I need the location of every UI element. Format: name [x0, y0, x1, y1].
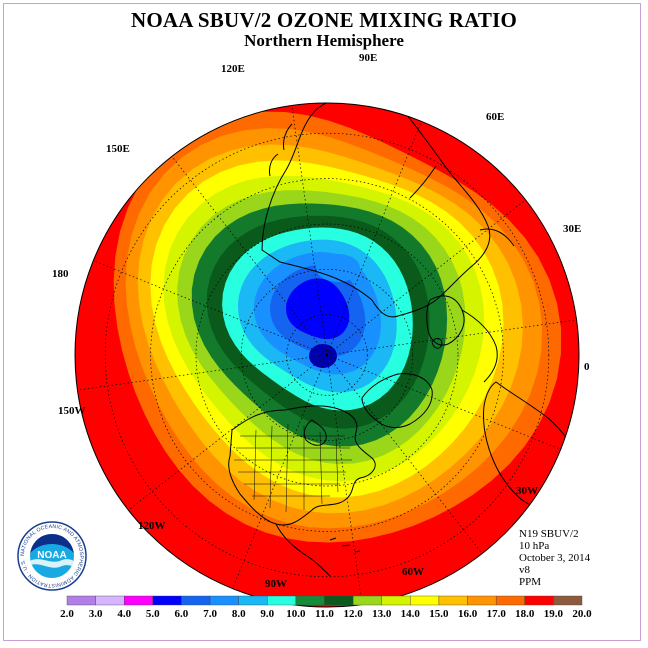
- colorbar-tick-label: 12.0: [343, 608, 363, 620]
- vortex-core: [309, 344, 337, 368]
- lon-label-180: 180: [52, 268, 69, 280]
- colorbar-cell: [181, 595, 211, 606]
- map-subtitle: Northern Hemisphere: [244, 31, 404, 50]
- map-title: NOAA SBUV/2 OZONE MIXING RATIO: [131, 8, 517, 32]
- latitude-circle: [240, 268, 414, 442]
- info-pressure-level: 10 hPa: [519, 540, 550, 552]
- figure-frame: [3, 3, 641, 641]
- latitude-circle: [150, 178, 504, 532]
- lon-label-120e: 120E: [221, 63, 245, 75]
- info-version: v8: [519, 564, 530, 576]
- japan-coast: [269, 123, 293, 177]
- latitude-circle: [195, 223, 459, 487]
- info-satellite: N19 SBUV/2: [519, 528, 579, 540]
- lon-label-30e: 30E: [563, 223, 582, 235]
- scandinavia: [426, 295, 465, 346]
- colorbar-cell: [467, 595, 497, 606]
- europe-coast: [461, 309, 498, 383]
- lon-label-60w: 60W: [402, 566, 424, 578]
- colorbar-cell: [295, 595, 325, 606]
- colorbar-tick-label: 10.0: [286, 608, 306, 620]
- colorbar-tick-label: 2.0: [60, 608, 74, 620]
- colorbar-cell: [66, 595, 96, 606]
- north-america-coast: [228, 405, 376, 526]
- hudson-bay: [303, 419, 327, 446]
- lat-lon-grid: [77, 105, 577, 605]
- info-units: PPM: [519, 576, 542, 588]
- colorbar-cell: [553, 595, 583, 606]
- coastlines: [228, 103, 579, 577]
- lon-label-90e: 90E: [359, 52, 378, 64]
- colorbar-cell: [152, 595, 182, 606]
- us-state-grid: [234, 423, 352, 513]
- colorbar-tick-label: 4.0: [117, 608, 132, 620]
- colorbar-cell: [324, 595, 354, 606]
- lon-label-90w: 90W: [265, 578, 287, 590]
- colorbar-cell: [238, 595, 268, 606]
- greenland-coast: [361, 373, 433, 428]
- colorbar-cell: [267, 595, 297, 606]
- lon-label-120w: 120W: [138, 520, 166, 532]
- colorbar-tick-label: 9.0: [260, 608, 275, 620]
- colorbar-tick-label: 13.0: [372, 608, 392, 620]
- noaa-logo: NATIONAL OCEANIC AND ATMOSPHERIC ADMINIS…: [16, 520, 87, 591]
- colorbar-tick-label: 5.0: [145, 608, 160, 620]
- arabia-india: [409, 165, 515, 247]
- colorbar-cell: [124, 595, 154, 606]
- colorbar-tick-label: 11.0: [315, 608, 334, 620]
- colorbar-tick-label: 16.0: [457, 608, 478, 620]
- colorbar-tick-label: 14.0: [400, 608, 420, 620]
- colorbar-cell: [524, 595, 554, 606]
- lon-label-150w: 150W: [58, 405, 86, 417]
- central-america: [275, 523, 331, 577]
- caribbean-islands: [329, 537, 361, 553]
- field-band-5.5: [286, 278, 350, 340]
- colorbar-cell: [209, 595, 239, 606]
- colorbar-tick-label: 20.0: [572, 608, 592, 620]
- colorbar-tick-label: 6.0: [174, 608, 189, 620]
- svg-text:NOAA: NOAA: [37, 550, 66, 561]
- eurasia-coast: [261, 103, 491, 318]
- colorbar-tick-label: 8.0: [231, 608, 246, 620]
- colorbar-tick-label: 18.0: [515, 608, 535, 620]
- colorbar-cell: [381, 595, 411, 606]
- lon-label-30w: 30W: [516, 485, 538, 497]
- colorbar-cell: [95, 595, 125, 606]
- colorbar-tick-label: 7.0: [203, 608, 217, 620]
- info-date: October 3, 2014: [519, 552, 591, 564]
- colorbar-cell: [410, 595, 440, 606]
- lon-label-60e: 60E: [486, 111, 505, 123]
- colorbar-cell: [438, 595, 468, 606]
- colorbar-tick-label: 17.0: [486, 608, 506, 620]
- lon-label-150e: 150E: [106, 143, 130, 155]
- colorbar-cell: [495, 595, 525, 606]
- map-boundary: [74, 102, 580, 608]
- colorbar-tick-label: 15.0: [429, 608, 449, 620]
- colorbar-tick-label: 3.0: [88, 608, 103, 620]
- latitude-circle: [104, 132, 550, 578]
- british-isles: [431, 337, 443, 349]
- latitude-circle: [286, 314, 368, 396]
- colorbar-tick-label: 19.0: [543, 608, 564, 620]
- colorbar-cell: [352, 595, 382, 606]
- lon-label-0: 0: [584, 361, 590, 373]
